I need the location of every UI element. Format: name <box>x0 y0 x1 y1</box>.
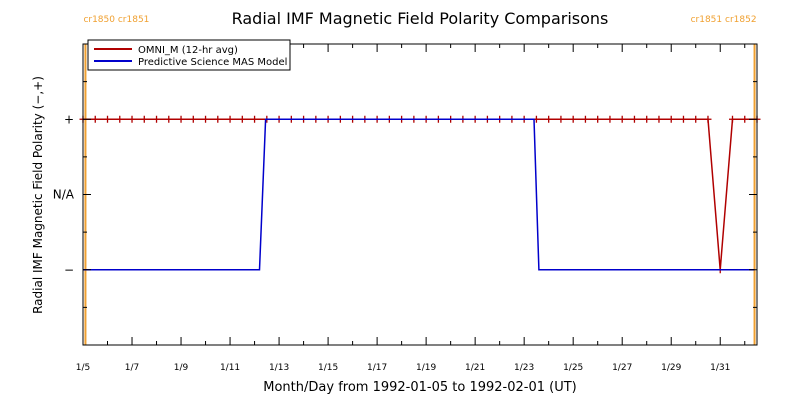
data-point-omni <box>655 115 663 123</box>
data-point-omni <box>189 115 197 123</box>
x-tick-label: 1/23 <box>514 363 534 373</box>
data-point-omni <box>704 115 712 123</box>
data-point-omni <box>104 115 112 123</box>
legend-label-omni: OMNI_M (12-hr avg) <box>138 45 238 56</box>
legend: OMNI_M (12-hr avg) Predictive Science MA… <box>87 39 291 71</box>
data-point-omni <box>226 115 234 123</box>
series-line-mas <box>83 118 755 271</box>
legend-label-mas: Predictive Science MAS Model <box>138 57 287 68</box>
carrington-markers <box>84 44 756 345</box>
x-tick-label: 1/21 <box>465 363 485 373</box>
x-tick-label: 1/29 <box>661 363 681 373</box>
data-point-omni <box>679 115 687 123</box>
data-point-omni <box>630 115 638 123</box>
y-tick-label: + <box>64 112 74 126</box>
series-line-omni <box>83 118 757 270</box>
data-point-omni <box>153 115 161 123</box>
x-tick-label: 1/15 <box>318 363 338 373</box>
series-layer <box>79 115 761 274</box>
x-tick-label: 1/7 <box>125 363 139 373</box>
data-point-omni <box>238 115 246 123</box>
data-point-omni <box>140 115 148 123</box>
x-tick-label: 1/25 <box>563 363 583 373</box>
data-point-omni <box>202 115 210 123</box>
x-tick-label: 1/13 <box>269 363 289 373</box>
data-point-omni <box>741 115 749 123</box>
x-axis-label: Month/Day from 1992-01-05 to 1992-02-01 … <box>263 380 576 395</box>
data-point-omni <box>177 115 185 123</box>
data-point-omni <box>251 115 259 123</box>
plot-frame <box>82 43 758 346</box>
x-tick-label: 1/5 <box>76 363 90 373</box>
data-point-omni <box>569 115 577 123</box>
data-point-omni <box>91 115 99 123</box>
x-tick-label: 1/17 <box>367 363 387 373</box>
y-axis: + N/A − <box>53 43 757 346</box>
data-point-omni <box>618 115 626 123</box>
x-axis: 1/5 1/7 1/9 1/11 1/13 1/15 1/17 1/19 1/21 1/23 1/2… <box>76 44 746 373</box>
data-point-omni <box>692 115 700 123</box>
data-point-omni <box>214 115 222 123</box>
data-point-omni <box>728 115 736 123</box>
data-point-omni <box>116 115 124 123</box>
x-tick-label: 1/31 <box>710 363 730 373</box>
y-tick-label: N/A <box>53 188 75 202</box>
chart-title: Radial IMF Magnetic Field Polarity Compa… <box>232 9 609 28</box>
data-point-omni <box>667 115 675 123</box>
data-point-omni <box>128 115 136 123</box>
data-point-omni <box>545 115 553 123</box>
data-point-omni <box>606 115 614 123</box>
x-tick-label: 1/27 <box>612 363 632 373</box>
data-point-omni <box>557 115 565 123</box>
carrington-label: cr1851 cr1852 <box>691 15 757 25</box>
data-point-omni <box>165 115 173 123</box>
carrington-labels: cr1850 cr1851 cr1851 cr1852 <box>83 15 756 25</box>
carrington-label: cr1850 cr1851 <box>83 15 149 25</box>
y-tick-label: − <box>64 263 74 277</box>
x-tick-label: 1/9 <box>174 363 189 373</box>
data-point-omni <box>581 115 589 123</box>
x-tick-label: 1/19 <box>416 363 436 373</box>
data-point-omni <box>643 115 651 123</box>
legend-box <box>87 39 291 71</box>
x-tick-label: 1/11 <box>220 363 240 373</box>
data-point-omni <box>594 115 602 123</box>
y-axis-label: Radial IMF Magnetic Field Polarity (−,+) <box>31 76 45 314</box>
